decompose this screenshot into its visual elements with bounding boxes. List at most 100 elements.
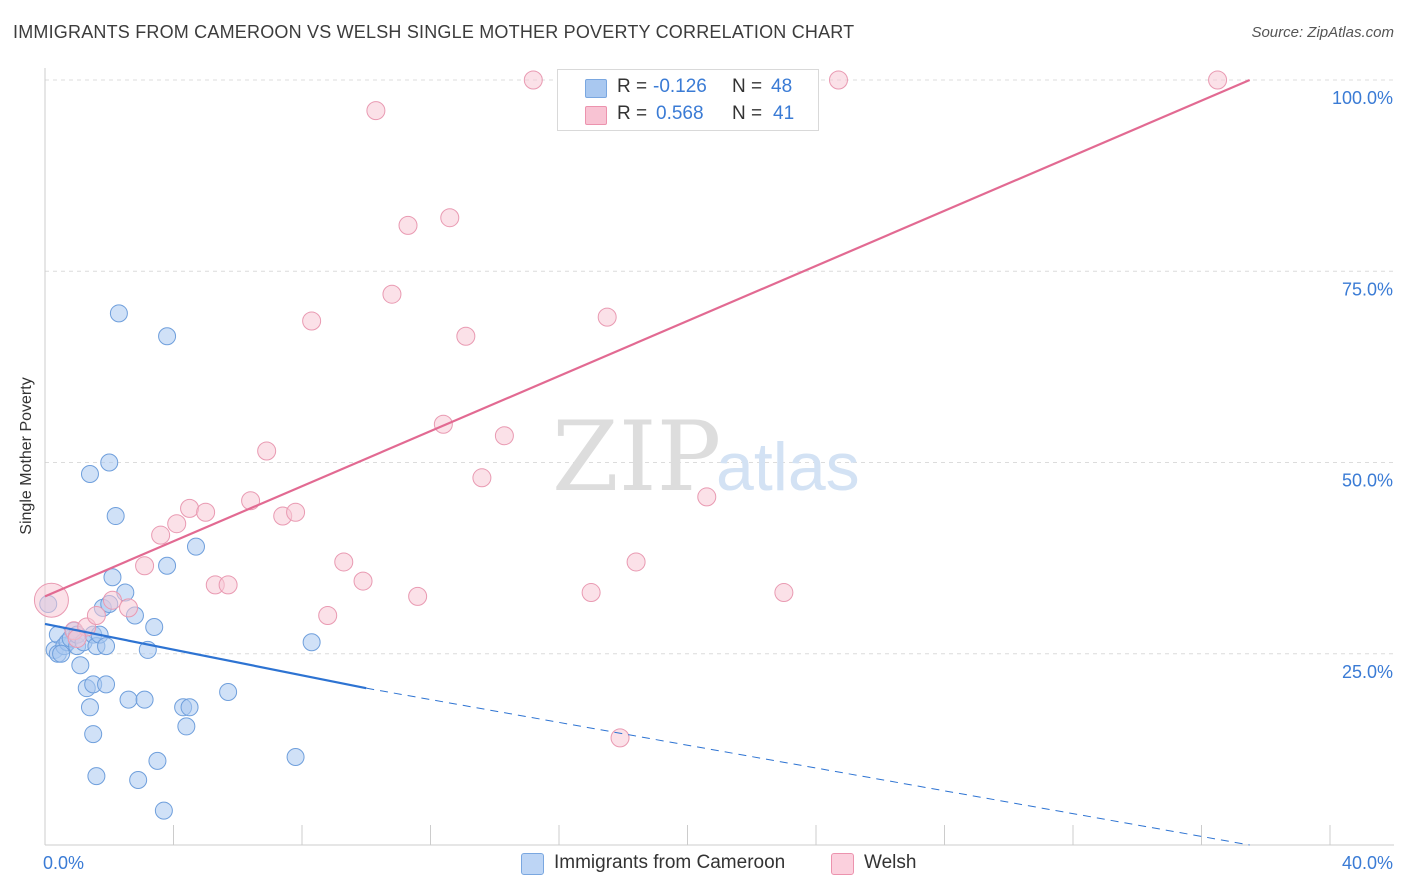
welsh-point <box>33 582 69 618</box>
source-label: Source: ZipAtlas.com <box>1251 24 1394 41</box>
cameroon-point <box>84 725 103 744</box>
watermark-atlas: atlas <box>716 429 860 505</box>
welsh-point <box>286 502 306 522</box>
cameroon-point <box>71 656 90 675</box>
welsh-point <box>433 414 453 434</box>
welsh-point <box>218 575 238 595</box>
r-label: R = <box>617 103 648 124</box>
cameroon-point <box>119 690 138 709</box>
welsh-point <box>102 590 122 610</box>
stats-row-welsh: R = 0.568 N = 41 <box>558 101 818 127</box>
welsh-point <box>86 606 106 625</box>
welsh-point <box>697 487 717 507</box>
cameroon-point <box>103 568 122 587</box>
legend-label: Welsh <box>864 852 917 873</box>
welsh-point <box>398 215 418 235</box>
stats-legend: R = -0.126 N = 48 R = 0.568 N = 41 <box>557 69 819 131</box>
welsh-point <box>135 556 155 576</box>
cameroon-point <box>154 801 173 820</box>
legend-label: Immigrants from Cameroon <box>554 852 786 873</box>
welsh-point <box>318 606 338 625</box>
y-tick-label: 100.0% <box>1332 88 1393 108</box>
welsh-swatch <box>585 106 607 125</box>
welsh-trend-line <box>44 78 1251 598</box>
welsh-point <box>196 502 216 522</box>
legend-swatch-welsh <box>831 853 854 875</box>
n-value: 48 <box>771 76 793 97</box>
cameroon-point <box>106 507 125 526</box>
welsh-point <box>523 70 543 90</box>
welsh-point <box>302 311 322 331</box>
cameroon-trend-line <box>44 622 367 690</box>
x-tick-label-max: 40.0% <box>1342 853 1393 873</box>
cameroon-point <box>148 751 167 770</box>
cameroon-point <box>109 304 128 323</box>
welsh-point <box>366 101 386 121</box>
welsh-point <box>382 284 402 304</box>
welsh-point <box>167 514 187 534</box>
trend-lines <box>44 78 1251 846</box>
cameroon-point <box>177 717 196 736</box>
y-axis-label: Single Mother Poverty <box>18 377 35 535</box>
cameroon-point <box>145 617 164 636</box>
welsh-point <box>626 552 646 572</box>
watermark-zip: ZIP <box>552 401 721 513</box>
cameroon-trend-extension <box>366 687 1250 846</box>
welsh-point <box>1208 70 1228 90</box>
chart-title: IMMIGRANTS FROM CAMEROON VS WELSH SINGLE… <box>13 22 855 42</box>
welsh-point <box>334 552 354 572</box>
cameroon-point <box>129 770 148 789</box>
welsh-point <box>119 598 139 618</box>
legend-swatch-cameroon <box>521 853 544 875</box>
welsh-point <box>241 491 261 511</box>
welsh-point <box>828 70 848 90</box>
r-value: -0.126 <box>653 76 707 97</box>
welsh-point <box>494 426 514 446</box>
cameroon-point <box>158 556 177 575</box>
welsh-point <box>257 441 277 461</box>
welsh-point <box>180 498 200 518</box>
grid-lines <box>45 79 1395 655</box>
r-value: 0.568 <box>656 103 704 124</box>
cameroon-swatch <box>585 79 607 98</box>
welsh-point <box>774 583 794 603</box>
welsh-point <box>353 571 373 591</box>
welsh-point <box>472 468 492 488</box>
cameroon-point <box>158 327 177 346</box>
cameroon-point <box>186 537 205 556</box>
welsh-point <box>151 525 171 545</box>
stats-row-cameroon: R = -0.126 N = 48 <box>558 74 818 100</box>
cameroon-point <box>100 453 119 472</box>
y-tick-label: 50.0% <box>1342 471 1393 491</box>
cameroon-point <box>87 767 106 786</box>
x-tick-label-min: 0.0% <box>43 853 84 873</box>
welsh-point <box>610 728 630 748</box>
welsh-point <box>408 586 428 606</box>
welsh-point <box>581 583 601 603</box>
cameroon-point <box>219 683 238 701</box>
axes <box>44 68 1394 846</box>
welsh-point <box>456 326 476 346</box>
r-label: R = <box>617 76 648 97</box>
n-label: N = <box>732 76 763 97</box>
n-label: N = <box>732 103 763 124</box>
tick-labels: 25.0% 50.0% 75.0% 100.0% 0.0% 40.0% <box>43 88 1393 873</box>
series-cameroon-points <box>39 304 321 820</box>
welsh-point <box>440 208 460 228</box>
cameroon-point <box>80 464 99 483</box>
y-tick-label: 25.0% <box>1342 662 1393 682</box>
cameroon-point <box>180 698 199 717</box>
cameroon-point <box>135 690 154 709</box>
cameroon-point <box>97 675 116 694</box>
cameroon-point <box>97 637 116 656</box>
series-legend: Immigrants from Cameroon Welsh <box>0 851 1406 877</box>
cameroon-point <box>52 644 71 663</box>
welsh-point <box>597 307 617 327</box>
cameroon-point <box>302 633 321 652</box>
y-tick-label: 75.0% <box>1342 279 1393 299</box>
n-value: 41 <box>773 103 795 124</box>
cameroon-point <box>80 698 99 717</box>
cameroon-point <box>286 748 305 767</box>
